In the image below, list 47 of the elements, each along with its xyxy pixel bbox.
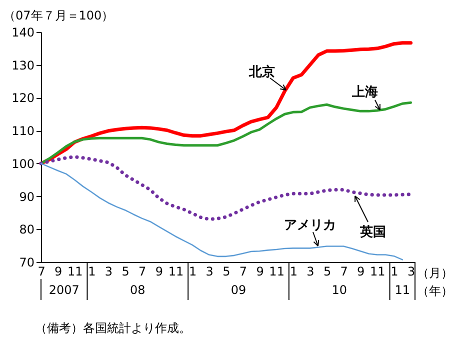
text: 2007 — [48, 283, 80, 297]
text: 09 — [230, 283, 246, 297]
x-tick-label: 11 — [269, 264, 284, 278]
text: （年） — [417, 284, 453, 298]
text: （備考）各国統計より作成。 — [35, 321, 191, 335]
series-label: 北京 — [248, 64, 275, 80]
x-tick-label: 9 — [155, 264, 163, 278]
y-tick-label: 130 — [12, 58, 34, 72]
x-tick-label: 1 — [290, 264, 298, 278]
y-tick-label: 110 — [12, 124, 34, 138]
text: （月） — [417, 266, 453, 280]
x-tick-label: 11 — [168, 264, 184, 278]
x-tick-label: 5 — [323, 264, 332, 278]
line-series — [40, 162, 404, 260]
x-tick-label: 3 — [306, 264, 314, 278]
x-tick-label: 3 — [104, 264, 113, 278]
x-tick-label: 3 — [206, 264, 214, 278]
x-tick-label: 9 — [357, 264, 365, 278]
y-tick-label: 120 — [12, 91, 34, 106]
text: 11 — [394, 283, 410, 297]
text: 10 — [332, 283, 347, 297]
x-tick-label: 7 — [138, 264, 146, 278]
x-tick-label: 1 — [188, 264, 197, 278]
line-series — [40, 101, 412, 165]
y-tick-label: 70 — [19, 256, 34, 270]
y-tick-label: 140 — [12, 26, 34, 40]
x-tick-label: 5 — [122, 264, 130, 278]
x-tick-label: 7 — [340, 264, 348, 278]
y-tick-label: 100 — [12, 156, 34, 171]
x-tick-label: 5 — [222, 264, 230, 278]
x-tick-label: 3 — [407, 264, 416, 278]
x-tick-label: 9 — [256, 264, 264, 278]
x-tick-label: 1 — [390, 264, 398, 278]
x-tick-label: 9 — [54, 264, 62, 278]
text: 08 — [130, 283, 146, 297]
y-tick-label: 80 — [19, 222, 34, 237]
x-tick-label: 11 — [370, 264, 386, 278]
series-label: 上海 — [351, 85, 378, 100]
x-tick-label: 7 — [239, 264, 248, 278]
text: 英国 — [359, 225, 386, 240]
line-series — [39, 41, 413, 166]
series-label: アメリカ — [284, 218, 336, 233]
y-tick-label: 90 — [19, 190, 34, 204]
y-axis-title: （07年７月＝100） — [4, 8, 114, 22]
x-tick-label: 11 — [67, 264, 83, 278]
x-tick-label: 1 — [88, 264, 96, 278]
x-tick-label: 7 — [38, 264, 46, 278]
